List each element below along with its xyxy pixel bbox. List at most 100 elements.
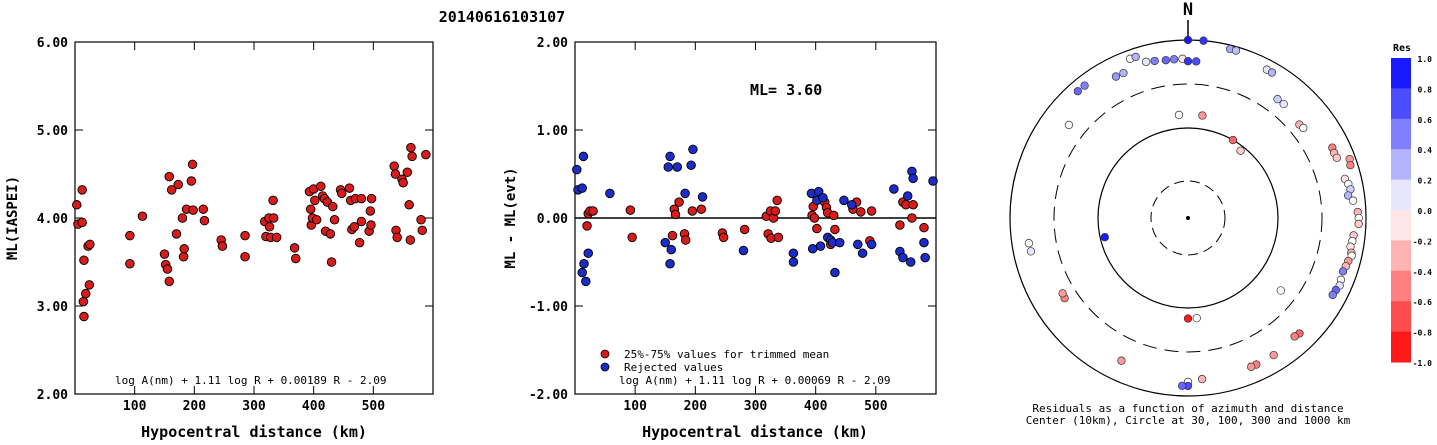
magnitude-point [162, 264, 173, 274]
azimuth-point [1058, 289, 1067, 298]
distance-ring-30km [1150, 180, 1226, 256]
magnitude-x-tick-label: 300 [242, 399, 266, 414]
colorbar-cell [1391, 149, 1411, 181]
magnitude-point [199, 215, 210, 226]
magnitude-formula: log A(nm) + 1.11 log R + 0.00189 R - 2.0… [115, 374, 387, 387]
distance-ring-100km [1097, 127, 1279, 309]
residual-point [588, 206, 598, 216]
azimuth-point [1080, 81, 1089, 90]
magnitude-point [354, 237, 365, 248]
magnitude-point [80, 288, 91, 299]
residual-point [577, 267, 587, 278]
residual-point [898, 252, 908, 263]
magnitude-y-tick-label: 6.00 [37, 36, 68, 51]
residual-point [670, 209, 681, 220]
azimuth-point [1273, 94, 1282, 104]
azimuth-point [1269, 350, 1278, 360]
residual-point [718, 232, 729, 243]
magnitude-point [177, 213, 188, 223]
magnitude-point [366, 220, 376, 230]
magnitude-x-axis-label: Hypocentral distance (km) [141, 423, 367, 441]
colorbar-cell [1391, 179, 1411, 211]
colorbar-tick-label: 0.0 [1418, 207, 1433, 216]
azimuth-point [1073, 87, 1082, 96]
magnitude-point [171, 229, 182, 239]
residual-point [834, 237, 845, 248]
azimuth-point [1026, 247, 1036, 256]
magnitude-point [84, 280, 95, 290]
residual-y-tick-label: 0.00 [537, 212, 568, 227]
magnitude-y-ticks: 2.00 3.00 4.00 5.00 6.00 [37, 36, 433, 403]
magnitude-point [390, 169, 401, 179]
azimuth-point [1161, 56, 1170, 65]
magnitude-point [325, 229, 336, 239]
magnitude-point [326, 257, 337, 267]
colorbar-cell [1391, 240, 1411, 272]
magnitude-y-axis-label: ML(IASPEI) [5, 176, 21, 260]
azimuth-point [1299, 123, 1308, 133]
residual-y-tick-label: 2.00 [537, 36, 568, 51]
colorbar-tick-label: 0.2 [1418, 177, 1433, 186]
residual-point [907, 213, 917, 223]
azimuth-point [1183, 314, 1193, 323]
residual-point [920, 252, 930, 263]
azimuth-point [1192, 57, 1201, 66]
residual-point [857, 248, 868, 258]
residual-point [581, 276, 591, 287]
colorbar-tick-label: 0.4 [1418, 146, 1433, 155]
magnitude-y-tick-label: 5.00 [37, 124, 68, 139]
azimuth-point [1183, 35, 1193, 45]
magnitude-point [173, 179, 183, 190]
magnitude-point [305, 204, 316, 214]
azimuth-point [1142, 57, 1151, 66]
magnitude-point [356, 193, 367, 204]
residual-point [853, 239, 863, 250]
residual-point [818, 193, 828, 203]
residual-point [660, 237, 671, 248]
residual-y-tick-label: -2.00 [529, 388, 568, 403]
magnitude-point [404, 200, 414, 210]
colorbar-cell [1391, 118, 1411, 150]
azimuth-point [1276, 286, 1285, 295]
azimuth-point [1111, 72, 1121, 81]
magnitude-point [217, 241, 228, 251]
figure-title: 20140616103107 [439, 8, 565, 26]
magnitude-point [186, 176, 197, 186]
epicenter-marker [1186, 216, 1190, 220]
magnitude-y-tick-label: 3.00 [37, 300, 68, 315]
legend-marker-trimmed [600, 349, 610, 359]
legend-label-trimmed: 25%-75% values for trimmed mean [624, 348, 829, 361]
magnitude-point [159, 249, 170, 259]
legend-label-rejected: Rejected values [624, 361, 723, 374]
residual-point [908, 200, 918, 210]
residual-formula: log A(nm) + 1.11 log R + 0.00069 R - 2.0… [619, 374, 891, 387]
residual-point [809, 213, 820, 223]
azimuth-point [1117, 356, 1126, 365]
azimuth-point [1228, 135, 1238, 145]
azimuth-point [1279, 99, 1288, 109]
residual-point [688, 144, 698, 155]
magnitude-point [366, 193, 377, 204]
azimuth-point [1131, 52, 1140, 62]
azimuth-point [1024, 239, 1034, 248]
residual-x-tick-label: 300 [744, 399, 768, 414]
magnitude-y-tick-label: 2.00 [37, 388, 68, 403]
azimuth-point [1192, 313, 1201, 323]
magnitude-point [85, 239, 95, 250]
residual-x-tick-label: 200 [684, 399, 708, 414]
azimuth-point [1174, 110, 1184, 120]
residual-point [815, 241, 826, 251]
residual-point [866, 206, 877, 216]
residual-point [625, 205, 636, 215]
residual-point [830, 267, 840, 278]
colorbar-tick-label: 1.0 [1418, 55, 1433, 64]
azimuth-point [1343, 191, 1353, 200]
magnitude-point [125, 230, 135, 241]
magnitude-point [417, 225, 428, 236]
residual-point [697, 192, 708, 202]
magnitude-points [72, 142, 431, 322]
azimuth-point [1064, 120, 1074, 130]
residual-y-tick-label: 1.00 [537, 124, 568, 139]
azimuth-point [1177, 381, 1187, 391]
